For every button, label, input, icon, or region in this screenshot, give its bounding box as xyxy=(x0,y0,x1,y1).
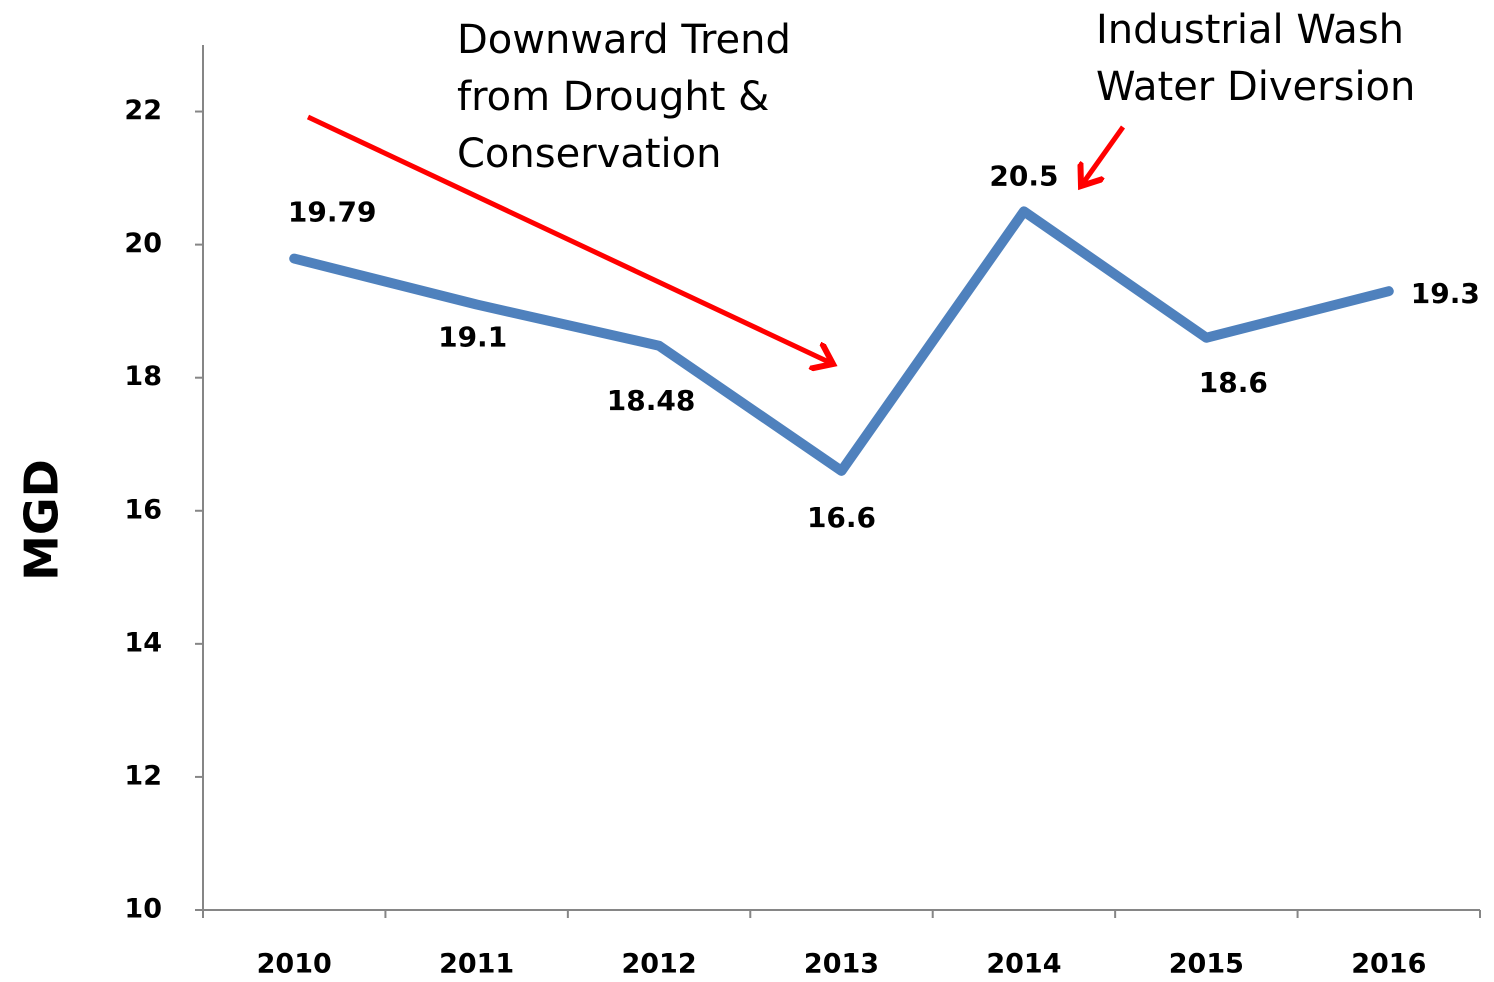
data-line xyxy=(289,206,1394,476)
data-label: 18.6 xyxy=(1199,366,1268,399)
x-tick-label: 2016 xyxy=(1351,949,1426,980)
x-tick-label: 2015 xyxy=(1169,949,1244,980)
y-tick-label: 10 xyxy=(124,894,162,925)
y-tick-label: 20 xyxy=(124,228,162,259)
x-tick-label: 2010 xyxy=(257,949,332,980)
annotation-text: Conservation xyxy=(457,131,721,177)
x-tick-label: 2014 xyxy=(986,949,1061,980)
y-tick-label: 22 xyxy=(124,95,162,126)
x-tick-label: 2011 xyxy=(439,949,514,980)
annotation-text: Industrial Wash xyxy=(1096,7,1404,53)
annotation-text: Downward Trend xyxy=(457,17,791,63)
data-label: 19.79 xyxy=(288,196,377,229)
annotation-text: from Drought & xyxy=(457,74,769,120)
y-tick-label: 14 xyxy=(124,627,162,658)
data-label: 19.3 xyxy=(1411,277,1480,310)
data-label: 16.6 xyxy=(807,501,876,534)
y-tick-label: 18 xyxy=(124,361,162,392)
y-tick-label: 16 xyxy=(124,494,162,525)
annotation-text: Water Diversion xyxy=(1096,64,1415,110)
y-axis-label: MGD xyxy=(15,459,69,581)
annotation-arrow xyxy=(306,114,833,364)
y-tick-label: 12 xyxy=(124,760,162,791)
data-label: 18.48 xyxy=(607,384,696,417)
x-tick-label: 2012 xyxy=(621,949,696,980)
x-tick-label: 2013 xyxy=(804,949,879,980)
annotation-arrow xyxy=(1081,125,1126,186)
data-label: 19.1 xyxy=(438,321,507,354)
data-label: 20.5 xyxy=(989,159,1058,192)
